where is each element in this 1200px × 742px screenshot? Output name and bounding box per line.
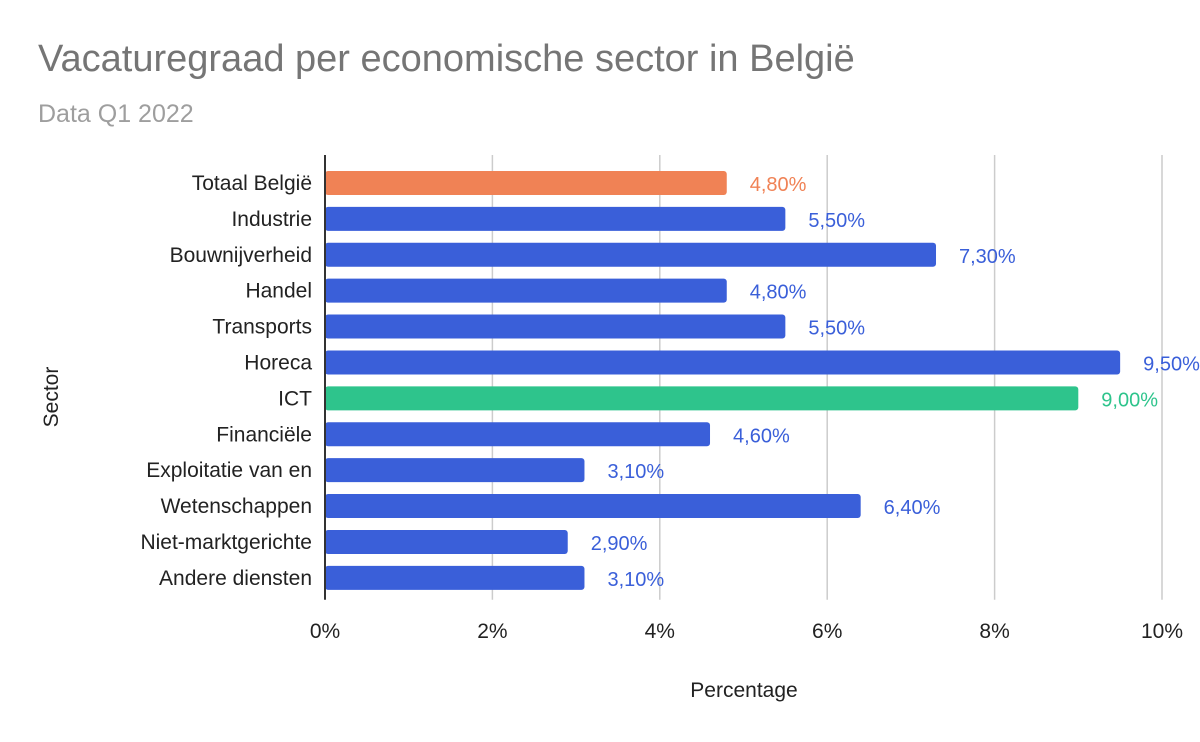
data-label: 4,60%	[733, 425, 790, 447]
data-label: 6,40%	[884, 497, 941, 519]
data-label: 5,50%	[808, 318, 865, 340]
bar	[325, 314, 786, 339]
chart-title: Vacaturegraad per economische sector in …	[38, 38, 855, 80]
data-label: 5,50%	[808, 210, 865, 232]
category-label: Industrie	[231, 208, 312, 231]
x-tick-label: 4%	[645, 620, 675, 643]
bar	[325, 350, 1121, 375]
category-label: Bouwnijverheid	[170, 244, 312, 267]
category-label: Niet-marktgerichte	[140, 531, 312, 554]
bar	[325, 494, 861, 519]
bar	[325, 529, 568, 554]
category-label: Wetenschappen	[161, 495, 312, 518]
category-label: Handel	[245, 280, 312, 303]
category-label: Horeca	[244, 351, 312, 374]
bar	[325, 170, 727, 195]
category-label: Financiële	[216, 423, 312, 446]
data-label: 9,00%	[1101, 389, 1158, 411]
data-label: 7,30%	[959, 246, 1016, 268]
data-label: 3,10%	[607, 461, 664, 483]
bar	[325, 458, 585, 483]
bar	[325, 565, 585, 590]
x-tick-label: 0%	[310, 620, 340, 643]
bar	[325, 386, 1079, 411]
y-axis-title: Sector	[40, 367, 63, 428]
x-tick-label: 8%	[979, 620, 1009, 643]
bar	[325, 278, 727, 303]
bar	[325, 206, 786, 231]
data-label: 9,50%	[1143, 353, 1200, 375]
x-tick-label: 2%	[477, 620, 507, 643]
chart-subtitle: Data Q1 2022	[38, 100, 194, 128]
category-label: ICT	[278, 387, 312, 410]
data-label: 4,80%	[750, 174, 807, 196]
category-label: Exploitatie van en	[146, 459, 312, 482]
category-label: Transports	[212, 316, 312, 339]
data-label: 4,80%	[750, 282, 807, 304]
data-label: 3,10%	[607, 569, 664, 591]
x-tick-label: 6%	[812, 620, 842, 643]
category-label: Andere diensten	[159, 567, 312, 590]
bar	[325, 242, 937, 267]
bar	[325, 422, 711, 447]
data-label: 2,90%	[591, 533, 648, 555]
x-axis-title: Percentage	[690, 679, 797, 702]
category-label: Totaal België	[192, 172, 312, 195]
x-tick-label: 10%	[1141, 620, 1183, 643]
